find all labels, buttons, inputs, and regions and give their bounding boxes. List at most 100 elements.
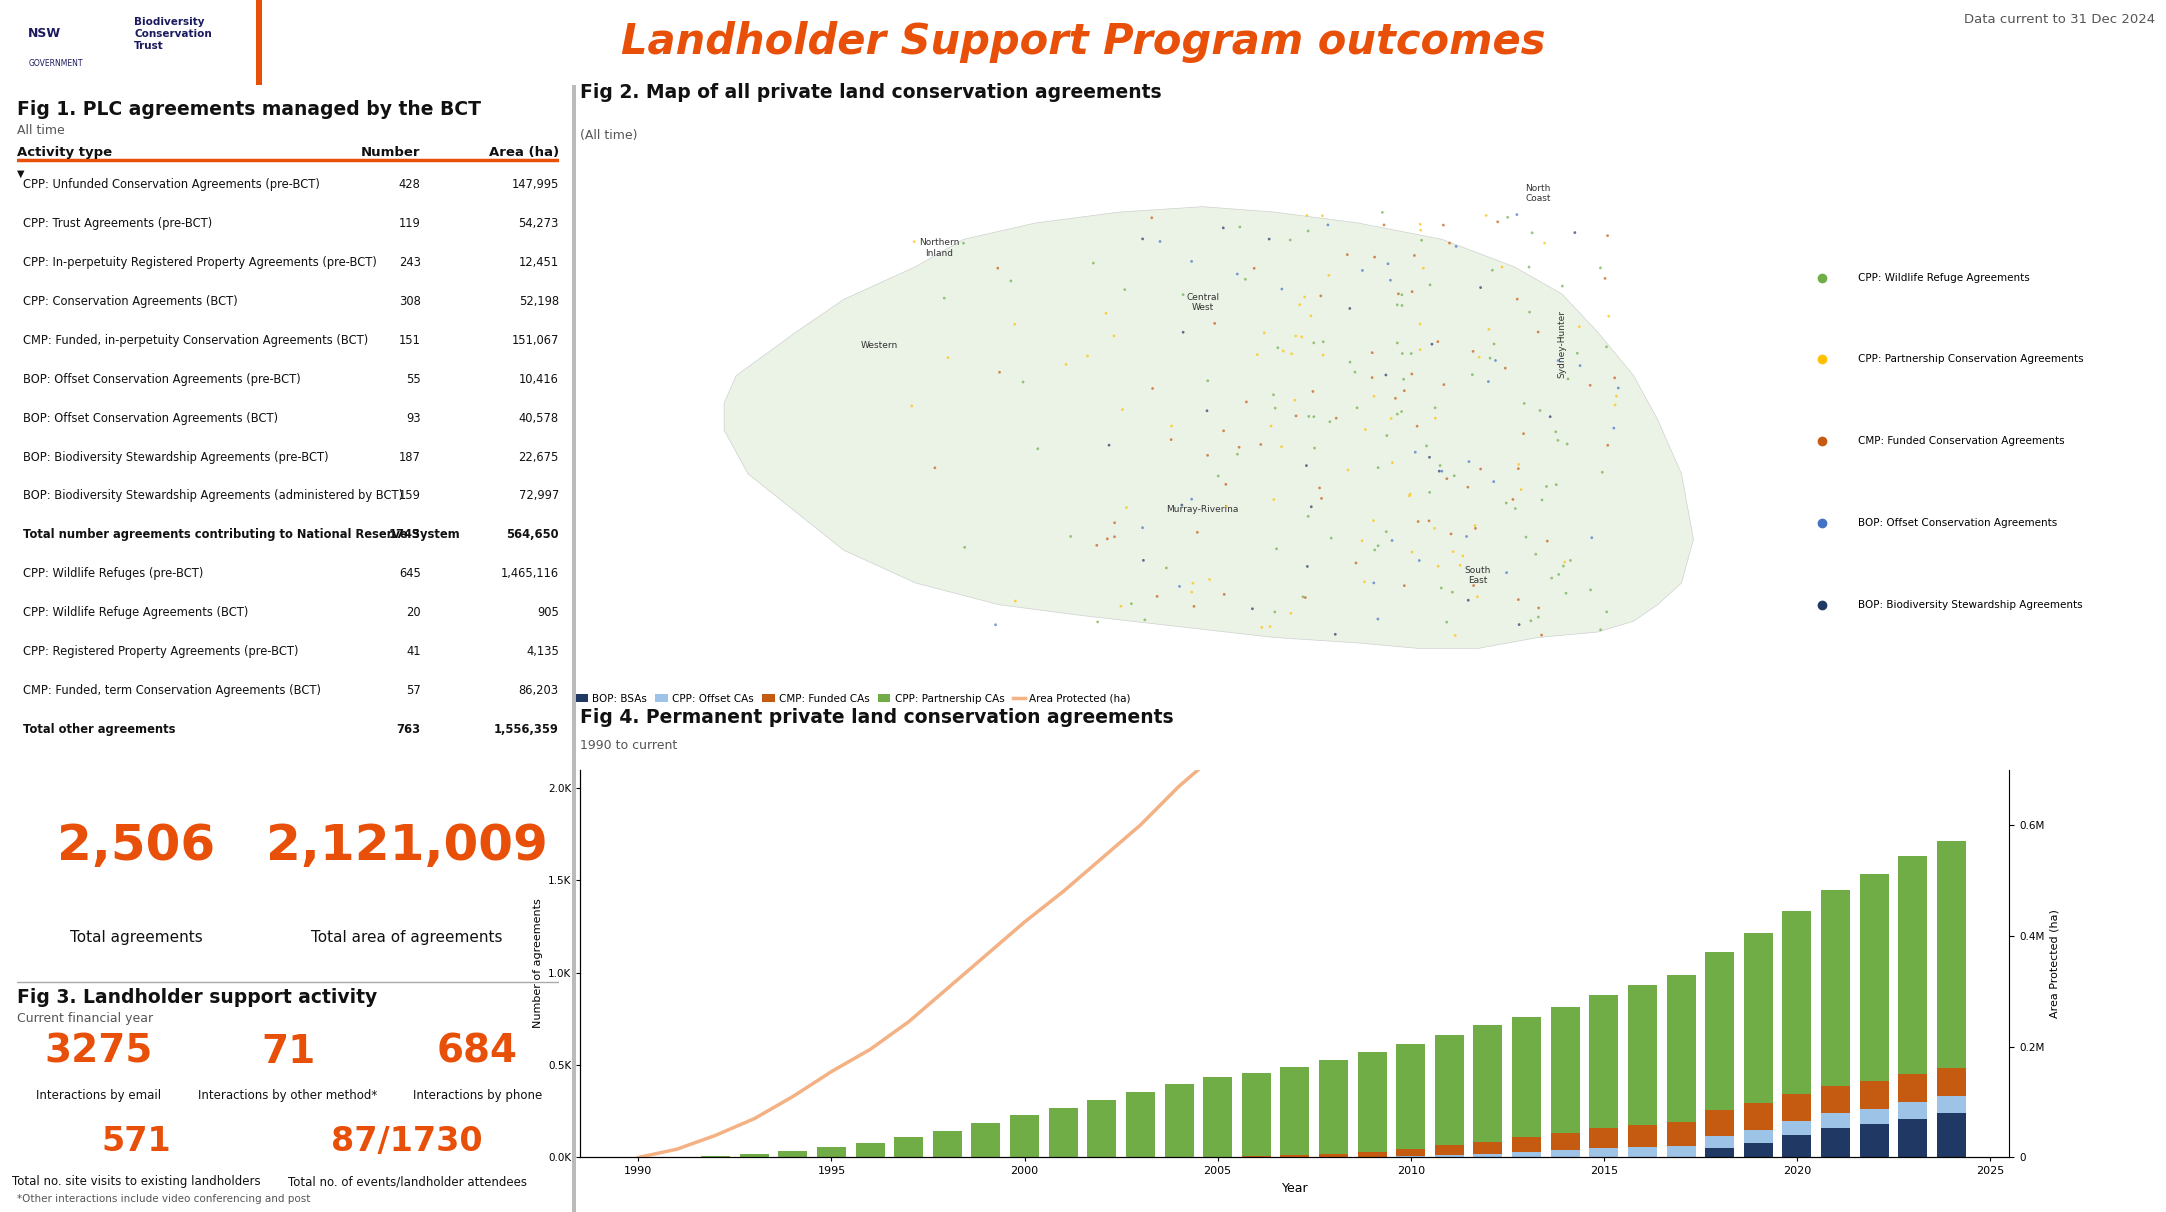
Point <box>1304 286 1339 305</box>
Point <box>1313 412 1347 431</box>
Bar <box>1397 1149 1425 1155</box>
Point <box>1421 556 1456 576</box>
Text: 645: 645 <box>399 567 420 581</box>
Point <box>1393 486 1427 505</box>
Bar <box>1744 1143 1772 1157</box>
Point <box>1282 295 1317 314</box>
Point <box>1098 527 1133 547</box>
Point <box>895 396 929 416</box>
Point <box>1427 375 1462 394</box>
Point <box>1384 296 1419 315</box>
Point <box>1464 278 1499 297</box>
Point <box>1380 405 1414 424</box>
Point <box>1590 337 1624 356</box>
Bar <box>1473 1154 1503 1157</box>
Point <box>1399 417 1434 436</box>
Bar <box>1783 911 1811 1094</box>
Point <box>1395 365 1430 384</box>
Point <box>918 458 953 478</box>
Bar <box>1783 1094 1811 1121</box>
Point <box>1512 257 1547 276</box>
Point <box>1109 498 1144 518</box>
Bar <box>1822 1113 1850 1128</box>
Text: 20: 20 <box>405 606 420 619</box>
Point <box>1456 365 1490 384</box>
Bar <box>741 1154 769 1157</box>
Text: CPP: Wildlife Refuges (pre-BCT): CPP: Wildlife Refuges (pre-BCT) <box>22 567 204 581</box>
Point <box>1089 530 1124 549</box>
Point <box>1406 258 1440 278</box>
Point <box>1098 513 1133 532</box>
Text: 159: 159 <box>399 490 420 503</box>
Bar <box>1590 1128 1618 1148</box>
Point <box>1423 456 1458 475</box>
Point <box>1209 475 1243 494</box>
Point <box>1512 303 1547 322</box>
Text: Biodiversity
Conservation
Trust: Biodiversity Conservation Trust <box>134 17 212 51</box>
Point <box>1458 516 1492 536</box>
Point <box>1081 612 1115 631</box>
Area Protected (ha) <box>1785 42 1811 57</box>
Point <box>1499 499 1534 519</box>
Point <box>1540 430 1575 450</box>
Point <box>1527 234 1562 253</box>
Text: 151: 151 <box>399 333 420 347</box>
Text: 93: 93 <box>405 412 420 424</box>
Area Protected (ha) <box>1321 657 1347 671</box>
Text: BOP: Biodiversity Stewardship Agreements: BOP: Biodiversity Stewardship Agreements <box>1858 600 2084 610</box>
Bar <box>1783 1121 1811 1136</box>
Bar <box>934 1131 962 1157</box>
Area Protected (ha) <box>702 1128 728 1143</box>
Bar <box>778 1151 808 1157</box>
Point <box>1358 247 1393 267</box>
Point <box>1339 362 1373 382</box>
Point <box>1180 522 1215 542</box>
Point <box>1092 435 1126 454</box>
Point <box>1508 394 1542 413</box>
Point <box>1557 223 1592 242</box>
Point <box>1547 553 1581 572</box>
Point <box>1404 314 1438 333</box>
Bar <box>1822 890 1850 1086</box>
Point <box>1599 387 1633 406</box>
Point <box>1096 326 1131 345</box>
Text: South
East: South East <box>1464 566 1490 585</box>
Text: 54,273: 54,273 <box>518 217 559 230</box>
Text: 86,203: 86,203 <box>518 685 559 697</box>
Point <box>1375 531 1410 550</box>
Point <box>1495 490 1529 509</box>
Bar <box>1861 1109 1889 1125</box>
Point <box>1174 582 1209 601</box>
X-axis label: Year: Year <box>1282 1182 1308 1195</box>
Point <box>1562 318 1596 337</box>
Text: BOP: Biodiversity Stewardship Agreements (pre-BCT): BOP: Biodiversity Stewardship Agreements… <box>22 451 329 463</box>
Point <box>1154 430 1189 450</box>
Point <box>1547 556 1581 576</box>
Text: Activity type: Activity type <box>17 147 113 159</box>
Point <box>1590 225 1624 245</box>
Point <box>1501 459 1536 479</box>
Text: 428: 428 <box>399 178 420 190</box>
Point <box>1284 327 1319 347</box>
Point <box>1302 479 1336 498</box>
Point <box>1144 231 1178 251</box>
Point <box>947 234 981 253</box>
Point <box>1360 536 1395 555</box>
Area Protected (ha) <box>934 982 960 996</box>
Area Protected (ha) <box>1204 745 1230 760</box>
Text: Total no. site visits to existing landholders: Total no. site visits to existing landho… <box>13 1176 260 1188</box>
Point <box>1345 531 1380 550</box>
Point <box>1573 581 1607 600</box>
Point <box>1274 604 1308 623</box>
Point <box>1365 202 1399 222</box>
Point <box>1360 610 1395 629</box>
Area Protected (ha) <box>1436 560 1462 574</box>
Bar <box>1280 1067 1310 1155</box>
Text: 147,995: 147,995 <box>511 178 559 190</box>
Point <box>1369 365 1404 384</box>
Bar <box>1590 995 1618 1128</box>
Point <box>1538 422 1573 441</box>
Point <box>1540 351 1575 371</box>
Point <box>1252 229 1287 248</box>
Point <box>1373 408 1408 428</box>
